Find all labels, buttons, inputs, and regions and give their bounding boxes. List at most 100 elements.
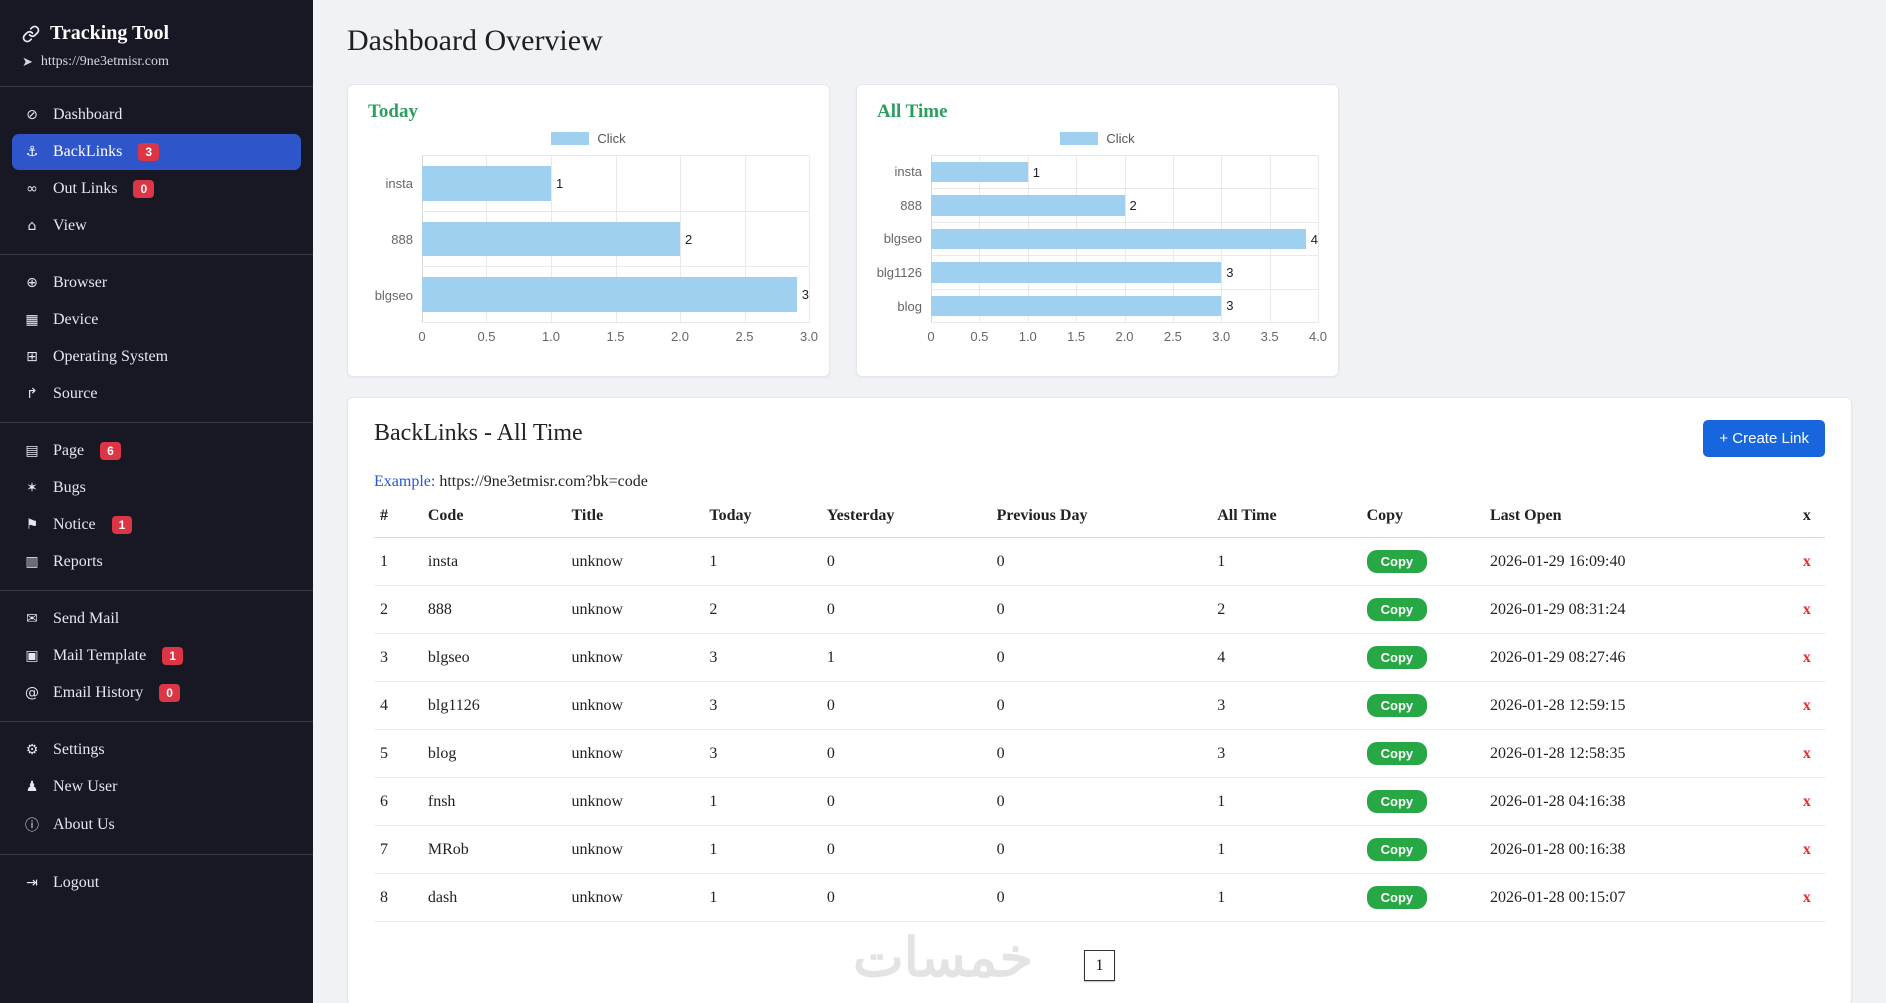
copy-button[interactable]: Copy bbox=[1366, 646, 1428, 669]
sidebar-item-backlinks[interactable]: ⚓ BackLinks 3 bbox=[12, 134, 301, 170]
delete-link[interactable]: x bbox=[1802, 792, 1811, 810]
cell-previous_day: 0 bbox=[990, 777, 1212, 826]
cell-all_time: 1 bbox=[1211, 777, 1361, 826]
sidebar-item-operating-system[interactable]: ⊞ Operating System bbox=[12, 339, 301, 375]
copy-button[interactable]: Copy bbox=[1366, 694, 1428, 717]
cell-today: 2 bbox=[703, 585, 821, 634]
delete-link[interactable]: x bbox=[1802, 552, 1811, 570]
table-row: 2 888 unknow 2 0 0 2 Copy 2026-01-29 08:31:24 x bbox=[374, 585, 1825, 634]
bar-value-label: 1 bbox=[1032, 164, 1040, 180]
sidebar-item-view[interactable]: ⌂ View bbox=[12, 208, 301, 244]
sidebar-nav: ⊘ Dashboard ⚓ BackLinks 3 ∞ Out Links 0 ⌂ View ⊕ Br… bbox=[0, 86, 313, 911]
cell-last_open: 2026-01-29 08:31:24 bbox=[1483, 585, 1789, 634]
arrow-icon: ➤ bbox=[22, 54, 33, 70]
chart-card-today: Today Click insta 888 blgseo 1 2 3 0 0.5 1.0 1.5… bbox=[347, 84, 830, 377]
delete-link[interactable]: x bbox=[1802, 744, 1811, 762]
cell-last_open: 2026-01-28 12:59:15 bbox=[1483, 681, 1789, 730]
bar-row: 2 bbox=[422, 212, 809, 268]
cell-previous_day: 0 bbox=[990, 825, 1212, 874]
cell-all_time: 2 bbox=[1211, 585, 1361, 634]
cell-code: blg1126 bbox=[421, 681, 566, 730]
notice-icon: ⚑ bbox=[25, 517, 39, 533]
copy-button[interactable]: Copy bbox=[1366, 790, 1428, 813]
copy-button[interactable]: Copy bbox=[1366, 598, 1428, 621]
link-icon bbox=[22, 25, 40, 43]
cell-yesterday: 0 bbox=[820, 537, 991, 586]
bar-row: 3 bbox=[931, 256, 1318, 290]
sidebar-item-mail-template[interactable]: ▣ Mail Template 1 bbox=[12, 638, 301, 674]
cell-previous_day: 0 bbox=[990, 633, 1212, 682]
copy-button[interactable]: Copy bbox=[1366, 742, 1428, 765]
sidebar-item-reports[interactable]: ▥ Reports bbox=[12, 544, 301, 580]
example-label: Example: bbox=[374, 473, 436, 490]
chart-legend[interactable]: Click bbox=[368, 131, 809, 146]
cell-code: MRob bbox=[421, 825, 566, 874]
sidebar-item-dashboard[interactable]: ⊘ Dashboard bbox=[12, 97, 301, 133]
cell-num: 8 bbox=[374, 873, 422, 922]
delete-link[interactable]: x bbox=[1802, 600, 1811, 618]
create-link-button[interactable]: + Create Link bbox=[1703, 420, 1825, 457]
delete-link[interactable]: x bbox=[1802, 648, 1811, 666]
category-label: insta bbox=[894, 164, 922, 180]
cell-today: 3 bbox=[703, 681, 821, 730]
copy-button[interactable]: Copy bbox=[1366, 550, 1428, 573]
bar bbox=[931, 295, 1222, 317]
sidebar-item-label: Settings bbox=[53, 741, 105, 758]
sidebar-item-send-mail[interactable]: ✉ Send Mail bbox=[12, 601, 301, 637]
sidebar-item-notice[interactable]: ⚑ Notice 1 bbox=[12, 507, 301, 543]
sidebar-item-browser[interactable]: ⊕ Browser bbox=[12, 265, 301, 301]
sidebar-item-email-history[interactable]: @ Email History 0 bbox=[12, 675, 301, 711]
cell-code: fnsh bbox=[421, 777, 566, 826]
legend-label: Click bbox=[597, 131, 626, 146]
cell-previous_day: 0 bbox=[990, 873, 1212, 922]
plot: 1 2 3 bbox=[422, 155, 810, 324]
x-tick-label: 1.0 bbox=[1018, 329, 1037, 344]
chart-legend[interactable]: Click bbox=[877, 131, 1318, 146]
brand-url[interactable]: ➤ https://9ne3etmisr.com bbox=[22, 54, 291, 70]
cell-last_open: 2026-01-29 16:09:40 bbox=[1483, 537, 1789, 586]
sidebar-item-label: Send Mail bbox=[53, 610, 120, 627]
cell-num: 6 bbox=[374, 777, 422, 826]
cell-yesterday: 0 bbox=[820, 585, 991, 634]
cell-code: insta bbox=[421, 537, 566, 586]
sidebar-group: ✉ Send Mail ▣ Mail Template 1 @ Email History 0 bbox=[0, 590, 313, 721]
delete-link[interactable]: x bbox=[1802, 696, 1811, 714]
sidebar-item-device[interactable]: ▦ Device bbox=[12, 302, 301, 338]
column-header-title: Title bbox=[565, 495, 704, 538]
count-badge: 3 bbox=[138, 143, 160, 161]
sidebar-item-label: About Us bbox=[53, 816, 115, 833]
column-header-yesterday: Yesterday bbox=[820, 495, 991, 538]
bar-value-label: 2 bbox=[684, 231, 693, 247]
bar-value-label: 1 bbox=[555, 175, 564, 191]
cell-today: 1 bbox=[703, 537, 821, 586]
table-row: 1 insta unknow 1 0 0 1 Copy 2026-01-29 16:09:40 x bbox=[374, 537, 1825, 586]
mail-template-icon: ▣ bbox=[25, 648, 39, 664]
x-tick-label: 3.0 bbox=[1212, 329, 1231, 344]
copy-button[interactable]: Copy bbox=[1366, 886, 1428, 909]
bar-value-label: 2 bbox=[1129, 198, 1137, 214]
cell-today: 3 bbox=[703, 729, 821, 778]
delete-link[interactable]: x bbox=[1802, 888, 1811, 906]
x-tick-label: 3.5 bbox=[1260, 329, 1279, 344]
copy-button[interactable]: Copy bbox=[1366, 838, 1428, 861]
delete-link[interactable]: x bbox=[1802, 840, 1811, 858]
sidebar-item-source[interactable]: ↱ Source bbox=[12, 376, 301, 412]
cell-title: unknow bbox=[565, 873, 704, 922]
sidebar-item-label: Reports bbox=[53, 553, 103, 570]
sidebar-item-about-us[interactable]: ⓘ About Us bbox=[12, 806, 301, 844]
sidebar-item-logout[interactable]: ⇥ Logout bbox=[12, 865, 301, 901]
column-header-code: Code bbox=[421, 495, 566, 538]
sidebar-item-settings[interactable]: ⚙ Settings bbox=[12, 732, 301, 768]
bar bbox=[422, 166, 551, 201]
column-header-copy: Copy bbox=[1360, 495, 1484, 538]
table-row: 7 MRob unknow 1 0 0 1 Copy 2026-01-28 00:16:38 x bbox=[374, 825, 1825, 874]
email-history-icon: @ bbox=[25, 685, 39, 701]
pagination-page-1[interactable]: 1 bbox=[1084, 950, 1115, 981]
sidebar-group: ⊕ Browser ▦ Device ⊞ Operating System ↱ Source bbox=[0, 254, 313, 422]
sidebar-item-bugs[interactable]: ✶ Bugs bbox=[12, 470, 301, 506]
sidebar-item-new-user[interactable]: ♟ New User bbox=[12, 769, 301, 805]
cell-last_open: 2026-01-28 00:16:38 bbox=[1483, 825, 1789, 874]
category-label: 888 bbox=[391, 231, 413, 247]
sidebar-item-outlinks[interactable]: ∞ Out Links 0 bbox=[12, 171, 301, 207]
sidebar-item-page[interactable]: ▤ Page 6 bbox=[12, 433, 301, 469]
